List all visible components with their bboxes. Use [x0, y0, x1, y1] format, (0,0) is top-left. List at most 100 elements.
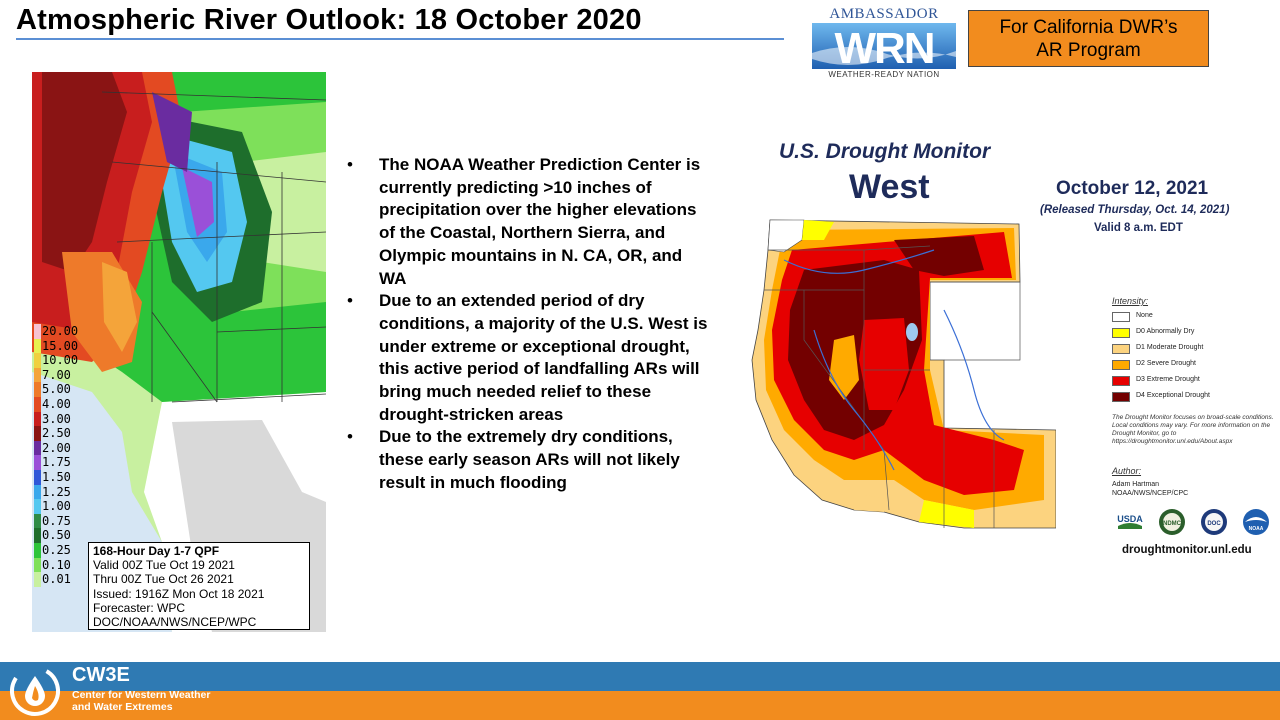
drought-monitor-note: The Drought Monitor focuses on broad-sca… — [1112, 414, 1274, 445]
qpf-map: 20.00 15.00 10.00 7.00 5.00 4.00 3.00 2.… — [32, 72, 326, 632]
legend-label: 7.00 — [42, 367, 71, 382]
ndmc-logo-icon: NDMC — [1159, 509, 1185, 535]
legend-label: 0.75 — [42, 513, 71, 528]
legend-swatch — [34, 411, 41, 427]
qpf-info-issued: Issued: 1916Z Mon Oct 18 2021 — [93, 586, 265, 601]
drought-author-name: Adam Hartman — [1112, 481, 1160, 488]
legend-swatch — [34, 557, 41, 573]
qpf-info-org: DOC/NOAA/NWS/NCEP/WPC — [93, 615, 257, 630]
qpf-info-valid: Valid 00Z Tue Oct 19 2021 — [93, 558, 235, 573]
bullet-list: • The NOAA Weather Prediction Center is c… — [343, 154, 713, 495]
program-label-box: For California DWR’s AR Program — [968, 10, 1209, 67]
cw3e-subtitle: Center for Western Weather and Water Ext… — [72, 689, 210, 713]
legend-swatch — [34, 528, 41, 543]
legend-label: D1 Moderate Drought — [1136, 344, 1204, 351]
legend-swatch — [34, 455, 41, 470]
legend-label: D0 Abnormally Dry — [1136, 328, 1195, 335]
bullet-marker: • — [347, 291, 353, 311]
bullet-marker: • — [347, 155, 353, 174]
legend-swatch — [1112, 392, 1130, 402]
legend-label: 0.10 — [42, 557, 71, 572]
usda-logo-text: USDA — [1117, 514, 1143, 524]
legend-swatch — [1112, 328, 1130, 338]
legend-swatch — [34, 499, 41, 514]
qpf-legend-row: 0.75 — [34, 513, 92, 529]
drought-author-block: Adam Hartman NOAA/NWS/NCEP/CPC — [1112, 480, 1188, 498]
qpf-legend-row: 10.00 — [34, 353, 92, 368]
bullet-text: The NOAA Weather Prediction Center is cu… — [379, 155, 701, 288]
qpf-legend-row: 1.25 — [34, 484, 92, 500]
legend-swatch — [34, 484, 41, 500]
drought-monitor-title: U.S. Drought Monitor — [779, 140, 991, 163]
slide-title: Atmospheric River Outlook: 18 October 20… — [16, 4, 642, 36]
ndmc-logo-text: NDMC — [1163, 521, 1182, 527]
drought-legend-row: D3 Extreme Drought — [1112, 374, 1280, 390]
qpf-info-title: 168-Hour Day 1-7 QPF — [93, 544, 220, 558]
drought-monitor-date: October 12, 2021 — [1056, 178, 1209, 199]
program-line-2: AR Program — [1036, 39, 1141, 61]
cw3e-name: CW3E — [72, 664, 130, 686]
qpf-legend-row: 0.25 — [34, 542, 92, 558]
legend-label: D2 Severe Drought — [1136, 360, 1196, 367]
qpf-legend-row: 3.00 — [34, 411, 92, 427]
qpf-info-box: 168-Hour Day 1-7 QPF Valid 00Z Tue Oct 1… — [88, 542, 310, 630]
legend-label: 1.75 — [42, 455, 71, 470]
qpf-legend-row: 1.00 — [34, 499, 92, 514]
qpf-legend-row: 4.00 — [34, 396, 92, 412]
drought-monitor-valid: Valid 8 a.m. EDT — [1094, 222, 1183, 234]
qpf-legend-row: 7.00 — [34, 367, 92, 383]
wrn-mark-icon: WRN — [812, 23, 956, 71]
drought-author-org: NOAA/NWS/NCEP/CPC — [1112, 490, 1189, 497]
legend-swatch — [34, 542, 41, 558]
legend-label: 2.00 — [42, 440, 71, 455]
qpf-info-forecaster: Forecaster: WPC — [93, 600, 186, 615]
bullet-text: Due to the extremely dry conditions, the… — [379, 427, 680, 492]
qpf-legend-row: 0.10 — [34, 557, 92, 573]
qpf-legend-row: 0.01 — [34, 572, 92, 587]
legend-label: 20.00 — [42, 324, 79, 338]
legend-label: 0.50 — [42, 528, 71, 543]
legend-swatch — [34, 367, 41, 383]
legend-swatch — [34, 513, 41, 529]
legend-label: 0.01 — [42, 572, 71, 587]
cw3e-logo-icon — [10, 666, 60, 716]
legend-swatch — [34, 353, 41, 368]
legend-label: D4 Exceptional Drought — [1136, 392, 1210, 399]
legend-swatch — [34, 396, 41, 412]
cw3e-subtitle-line-1: Center for Western Weather — [72, 689, 211, 701]
legend-label: 15.00 — [42, 338, 79, 353]
drought-legend-row: None — [1112, 310, 1280, 326]
doc-logo-text: DOC — [1207, 521, 1221, 527]
legend-swatch — [1112, 344, 1130, 354]
qpf-legend-row: 0.50 — [34, 528, 92, 543]
agency-logos: USDA NDMC DOC NOAA — [1116, 508, 1276, 538]
bullet-item: • The NOAA Weather Prediction Center is c… — [343, 154, 713, 290]
drought-legend-row: D2 Severe Drought — [1112, 358, 1280, 374]
drought-author-header: Author: — [1112, 466, 1142, 476]
wrn-top-text: AMBASSADOR — [829, 6, 939, 22]
legend-swatch — [1112, 312, 1130, 322]
qpf-legend-row: 1.50 — [34, 469, 92, 485]
legend-label: 3.00 — [42, 411, 71, 426]
noaa-logo-icon: NOAA — [1243, 509, 1269, 535]
qpf-legend-row: 15.00 — [34, 338, 92, 354]
legend-label: 1.25 — [42, 484, 71, 499]
legend-swatch — [34, 324, 41, 339]
wrn-bottom-text: WEATHER-READY NATION — [828, 70, 940, 79]
legend-label: 1.00 — [42, 499, 71, 514]
doc-logo-icon: DOC — [1201, 509, 1227, 535]
legend-swatch — [1112, 360, 1130, 370]
legend-swatch — [34, 440, 41, 456]
cw3e-subtitle-line-2: and Water Extremes — [72, 701, 173, 713]
drought-monitor-figure: U.S. Drought Monitor West October 12, 20… — [744, 128, 1280, 568]
bullet-marker: • — [347, 427, 353, 447]
legend-swatch — [34, 382, 41, 397]
drought-monitor-url: droughtmonitor.unl.edu — [1122, 544, 1252, 556]
qpf-legend: 20.00 15.00 10.00 7.00 5.00 4.00 3.00 2.… — [34, 324, 92, 587]
title-underline — [16, 38, 784, 40]
legend-swatch — [34, 338, 41, 354]
bullet-item: • Due to an extended period of dry condit… — [343, 290, 713, 426]
drought-legend-row: D1 Moderate Drought — [1112, 342, 1280, 358]
legend-label: 10.00 — [42, 353, 79, 368]
wrn-ambassador-logo: AMBASSADOR WRN WEATHER-READY NATION — [808, 6, 960, 80]
